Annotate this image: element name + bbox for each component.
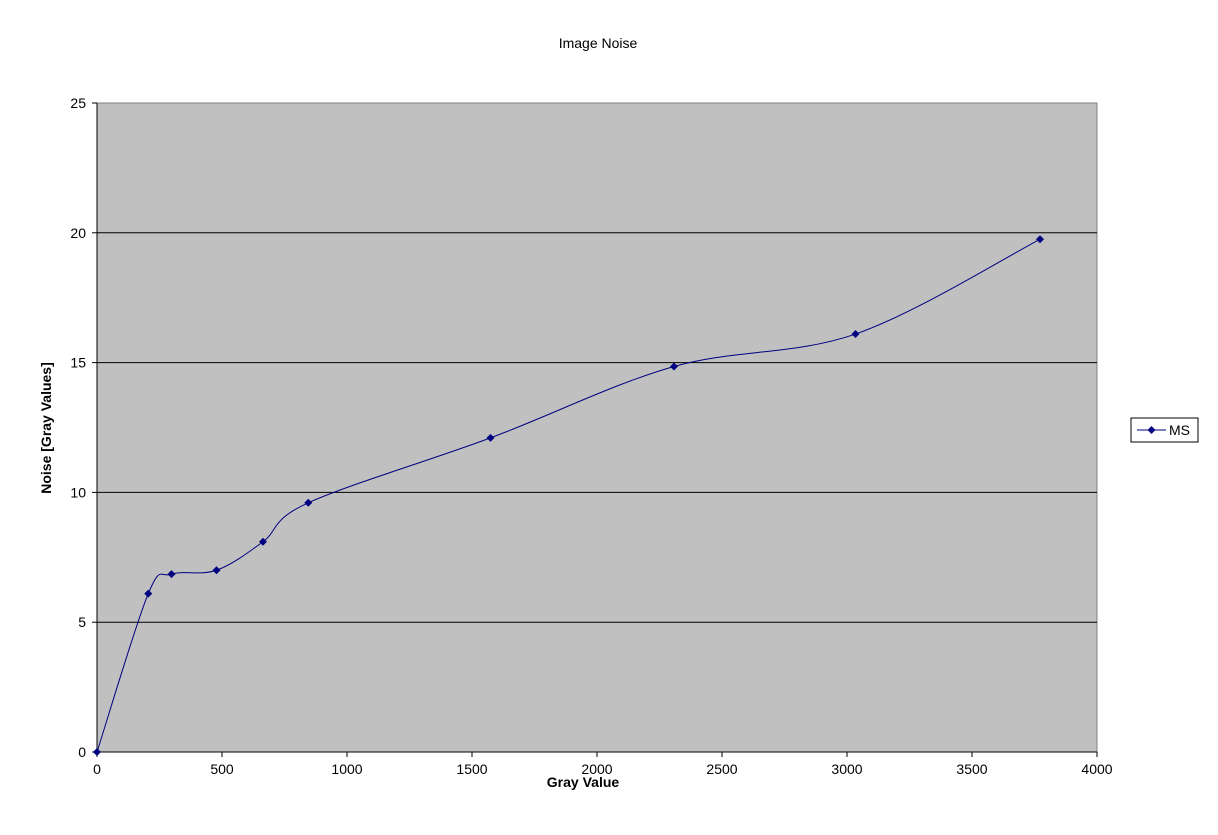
y-axis-title: Noise [Gray Values] (38, 362, 54, 494)
x-tick-label: 1000 (331, 761, 362, 777)
x-axis-title: Gray Value (547, 774, 620, 790)
data-point-marker (259, 537, 267, 546)
y-tick-label: 15 (70, 355, 86, 371)
legend: MS (1130, 417, 1199, 443)
data-point-marker (304, 498, 313, 507)
gridlines (97, 232, 1097, 623)
y-tick-label: 10 (70, 484, 86, 500)
y-axis-ticks: 0 5 10 15 20 25 (70, 95, 97, 760)
legend-label: MS (1169, 422, 1190, 438)
x-tick-label: 1500 (456, 761, 487, 777)
data-point-marker (167, 570, 176, 579)
y-tick-label: 20 (70, 225, 86, 241)
x-tick-label: 4000 (1081, 761, 1112, 777)
data-point-marker (93, 748, 101, 756)
x-tick-label: 500 (210, 761, 234, 777)
data-point-marker (1036, 235, 1044, 244)
x-tick-label: 3500 (956, 761, 987, 777)
chart-title: Image Noise (559, 35, 638, 51)
data-point-marker (212, 566, 221, 575)
data-point-marker (670, 362, 678, 371)
data-point-marker (144, 589, 153, 598)
data-point-marker (486, 433, 495, 442)
x-axis-ticks: 0 500 1000 1500 2000 2500 3000 3500 4000 (93, 752, 1113, 777)
x-tick-label: 2000 (581, 761, 612, 777)
y-tick-label: 5 (78, 614, 86, 630)
x-tick-label: 0 (93, 761, 101, 777)
series-group (93, 235, 1044, 756)
data-point-marker (851, 330, 860, 339)
legend-marker (1147, 426, 1156, 434)
series-line (96, 238, 1041, 753)
y-tick-label: 0 (78, 744, 86, 760)
plot-area (96, 102, 1098, 753)
x-tick-label: 3000 (831, 761, 862, 777)
x-tick-label: 2500 (706, 761, 737, 777)
y-tick-label: 25 (70, 95, 86, 111)
